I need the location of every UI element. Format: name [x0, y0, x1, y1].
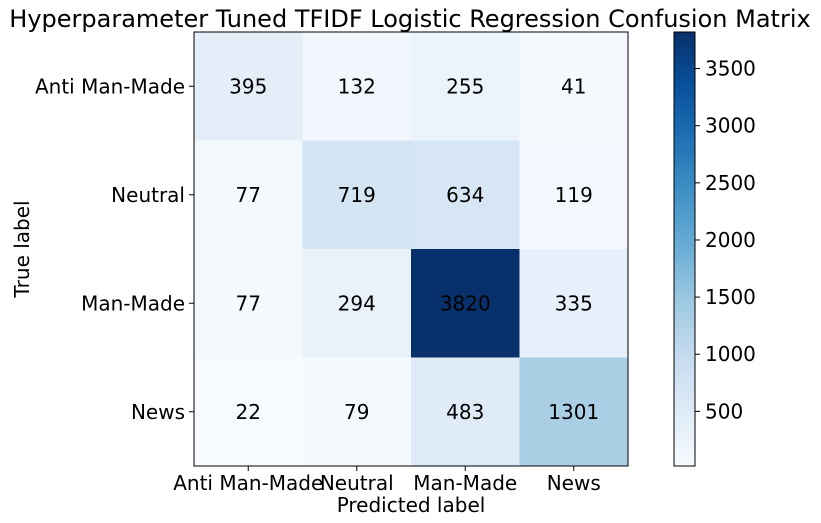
cell-value-label: 335 — [555, 291, 593, 315]
x-tick-label: Neutral — [320, 471, 394, 495]
colorbar-tick-label: 1500 — [705, 285, 756, 309]
y-axis-ticks: Anti Man-Made Neutral Man-Made News — [35, 74, 194, 424]
cell-value-label: 3820 — [440, 291, 491, 315]
x-tick-label: Man-Made — [413, 471, 517, 495]
matrix-cell — [194, 32, 303, 141]
matrix-cell — [411, 357, 520, 467]
matrix-cells — [194, 32, 629, 467]
cell-value-label: 22 — [236, 400, 261, 424]
x-axis-label: Predicted label — [337, 493, 486, 517]
cell-value-label: 395 — [229, 74, 267, 98]
matrix-cell — [194, 357, 303, 467]
matrix-cell — [302, 140, 412, 250]
matrix-cell — [519, 32, 629, 141]
cell-value-label: 77 — [236, 291, 261, 315]
matrix-cell — [411, 32, 520, 141]
colorbar-tick-label: 3500 — [705, 57, 756, 81]
cell-value-label: 119 — [555, 183, 593, 207]
cell-value-label: 255 — [446, 74, 484, 98]
matrix-cell — [519, 249, 629, 358]
matrix-cell — [519, 140, 629, 250]
cell-value-label: 1301 — [548, 400, 599, 424]
matrix-cell — [302, 249, 412, 358]
x-tick-label: News — [547, 471, 601, 495]
colorbar-tick-label: 3000 — [705, 114, 756, 138]
matrix-cell — [194, 249, 303, 358]
cell-value-label: 79 — [344, 400, 369, 424]
cell-value-label: 634 — [446, 183, 484, 207]
cell-value-label: 719 — [338, 183, 376, 207]
colorbar — [673, 31, 696, 467]
matrix-cell — [411, 140, 520, 250]
cell-value-label: 77 — [236, 183, 261, 207]
matrix-cell — [302, 357, 412, 467]
cell-value-label: 294 — [338, 291, 376, 315]
chart-title: Hyperparameter Tuned TFIDF Logistic Regr… — [9, 5, 810, 33]
x-tick-label: Anti Man-Made — [173, 471, 323, 495]
cell-value-label: 132 — [338, 74, 376, 98]
y-tick-label: News — [131, 400, 185, 424]
cell-value-label: 483 — [446, 400, 484, 424]
colorbar-tick-label: 1000 — [705, 342, 756, 366]
matrix-cell — [411, 249, 520, 358]
y-tick-label: Man-Made — [81, 291, 185, 315]
y-tick-label: Anti Man-Made — [35, 74, 185, 98]
matrix-cell — [519, 357, 629, 467]
matrix-cell — [302, 32, 412, 141]
matrix-frame — [193, 31, 629, 467]
colorbar-tick-label: 2000 — [705, 228, 756, 252]
cell-value-label: 41 — [561, 74, 586, 98]
matrix-cell-labels: 395 132 255 41 77 719 634 119 77 294 3820 335 22 79 48… — [229, 74, 599, 424]
y-axis-label: True label — [10, 200, 34, 298]
colorbar-tick-label: 2500 — [705, 171, 756, 195]
colorbar-tick-label: 500 — [705, 399, 743, 423]
y-tick-label: Neutral — [111, 183, 185, 207]
colorbar-ticks: 500 1000 1500 2000 2500 3000 3500 — [695, 57, 756, 423]
matrix-cell — [194, 140, 303, 250]
